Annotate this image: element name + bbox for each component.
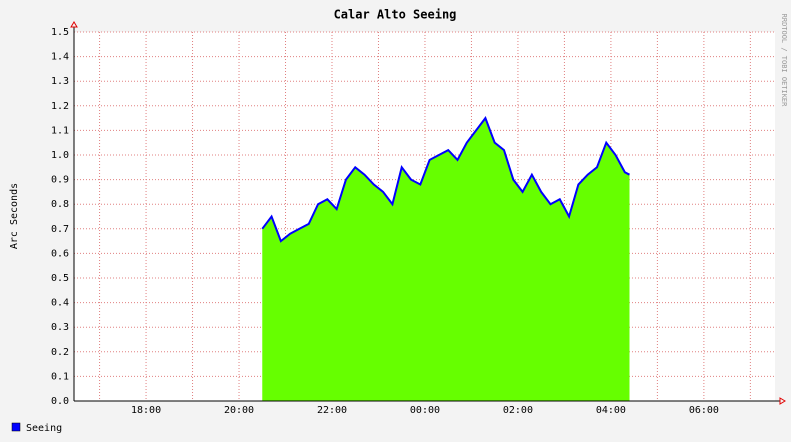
y-tick-label: 0.9 xyxy=(51,175,69,186)
area xyxy=(262,118,630,401)
legend-swatch xyxy=(11,422,21,432)
y-tick-label: 0.7 xyxy=(51,224,69,235)
y-tick-label: 0.5 xyxy=(51,273,69,284)
watermark: RRDTOOL / TOBI OETIKER xyxy=(780,14,788,108)
y-tick-label: 0.8 xyxy=(51,199,69,210)
y-tick-label: 0.1 xyxy=(51,371,69,382)
y-tick-label: 0.6 xyxy=(51,248,69,259)
x-tick-label: 18:00 xyxy=(131,405,161,416)
y-tick-label: 1.4 xyxy=(51,52,69,63)
y-axis-arrow xyxy=(70,21,78,28)
x-tick-label: 04:00 xyxy=(596,405,626,416)
y-tick-label: 1.3 xyxy=(51,76,69,87)
x-tick-label: 00:00 xyxy=(410,405,440,416)
x-tick-label: 20:00 xyxy=(224,405,254,416)
chart-title: Calar Alto Seeing xyxy=(334,8,457,22)
x-tick-label: 22:00 xyxy=(317,405,347,416)
x-axis-arrow xyxy=(779,397,786,405)
axes: 0.0 0.1 0.2 0.3 0.4 0.5 0.6 0.7 0.8 0.9 1.0 1.1 1.2 1… xyxy=(11,21,786,434)
marks xyxy=(261,116,630,401)
y-tick-label: 0.3 xyxy=(51,322,69,333)
legend-label: Seeing xyxy=(26,423,62,434)
y-tick-label: 0.2 xyxy=(51,347,69,358)
y-tick-label: 0.4 xyxy=(51,298,69,309)
y-tick-label: 1.2 xyxy=(51,101,69,112)
line xyxy=(261,116,630,243)
y-tick-label: 1.5 xyxy=(51,27,69,38)
y-tick-label: 1.1 xyxy=(51,125,69,136)
x-tick-label: 02:00 xyxy=(503,405,533,416)
y-tick-label: 1.0 xyxy=(51,150,69,161)
y-axis-label: Arc Seconds xyxy=(9,183,20,249)
y-tick-label: 0.0 xyxy=(51,396,69,407)
x-tick-label: 06:00 xyxy=(689,405,719,416)
